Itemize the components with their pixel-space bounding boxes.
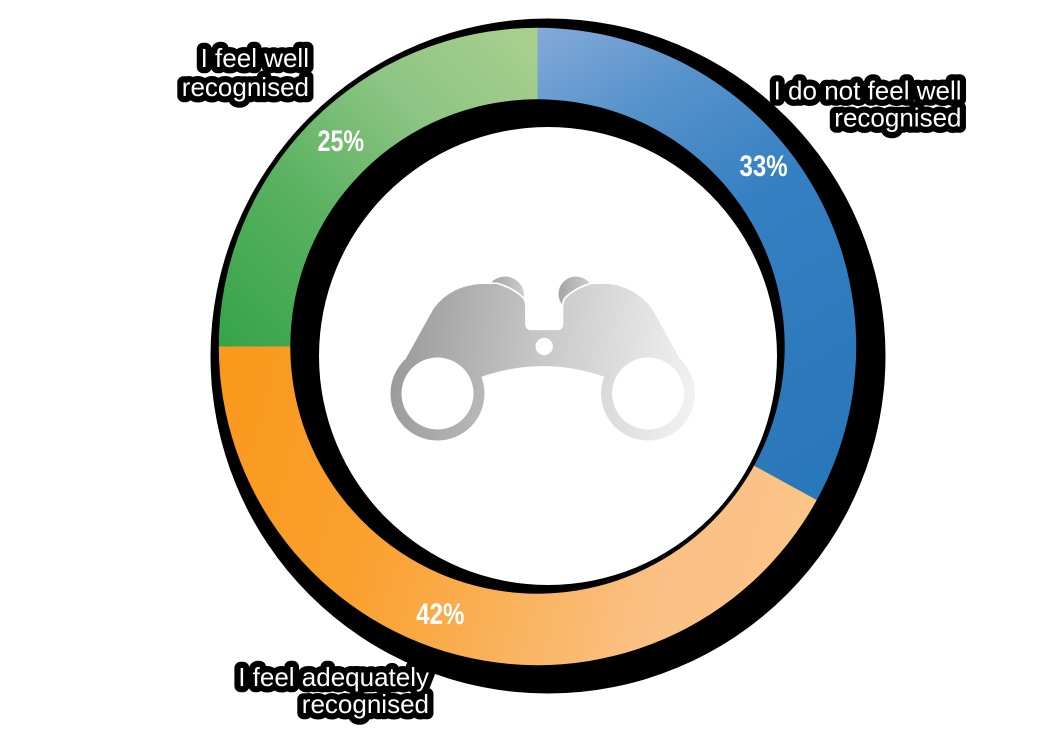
svg-text:recognised: recognised bbox=[182, 72, 309, 102]
svg-text:recognised: recognised bbox=[834, 103, 961, 133]
svg-text:recognised: recognised bbox=[834, 103, 961, 133]
svg-text:recognised: recognised bbox=[182, 72, 309, 102]
svg-text:I feel adequately: I feel adequately bbox=[238, 662, 429, 692]
svg-text:I feel well: I feel well bbox=[201, 43, 309, 73]
svg-text:42%: 42% bbox=[416, 598, 464, 631]
svg-text:recognised: recognised bbox=[302, 689, 429, 719]
svg-text:recognised: recognised bbox=[302, 689, 429, 719]
svg-text:25%: 25% bbox=[318, 125, 365, 158]
svg-text:I feel adequately: I feel adequately bbox=[238, 662, 429, 692]
svg-text:33%: 33% bbox=[740, 150, 788, 183]
svg-text:I feel well: I feel well bbox=[201, 43, 309, 73]
svg-text:I do not feel well: I do not feel well bbox=[774, 76, 962, 106]
svg-text:I do not feel well: I do not feel well bbox=[774, 76, 962, 106]
